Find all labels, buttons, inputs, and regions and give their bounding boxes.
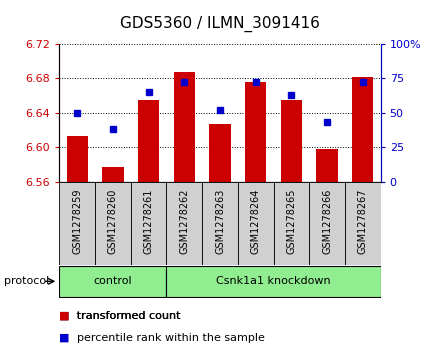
Text: Csnk1a1 knockdown: Csnk1a1 knockdown	[216, 276, 331, 286]
Text: control: control	[94, 276, 132, 286]
Text: GSM1278267: GSM1278267	[358, 188, 368, 254]
Bar	[209, 124, 231, 182]
Bar	[345, 182, 381, 265]
Bar	[352, 77, 374, 182]
Text: ■: ■	[59, 333, 70, 343]
Bar	[238, 182, 274, 265]
Text: GSM1278260: GSM1278260	[108, 188, 118, 253]
Bar	[274, 182, 309, 265]
Bar	[59, 266, 166, 297]
Text: GSM1278266: GSM1278266	[322, 188, 332, 253]
Text: GDS5360 / ILMN_3091416: GDS5360 / ILMN_3091416	[120, 16, 320, 32]
Bar	[102, 167, 124, 182]
Bar	[95, 182, 131, 265]
Bar	[66, 136, 88, 182]
Bar	[316, 149, 338, 182]
Bar	[131, 182, 166, 265]
Bar	[138, 99, 159, 182]
Text: percentile rank within the sample: percentile rank within the sample	[70, 333, 265, 343]
Text: transformed count: transformed count	[70, 311, 181, 321]
Bar	[309, 182, 345, 265]
Text: GSM1278262: GSM1278262	[180, 188, 189, 254]
Bar	[166, 266, 381, 297]
Text: GSM1278264: GSM1278264	[251, 188, 260, 253]
Text: GSM1278261: GSM1278261	[143, 188, 154, 253]
Text: GSM1278259: GSM1278259	[72, 188, 82, 254]
Bar	[59, 182, 95, 265]
Text: GSM1278263: GSM1278263	[215, 188, 225, 253]
Bar	[245, 82, 266, 182]
Text: ■: ■	[59, 311, 70, 321]
Text: ■  transformed count: ■ transformed count	[59, 311, 181, 321]
Text: GSM1278265: GSM1278265	[286, 188, 297, 254]
Bar	[166, 182, 202, 265]
Text: protocol: protocol	[4, 276, 50, 286]
Bar	[174, 72, 195, 182]
Bar	[202, 182, 238, 265]
Bar	[281, 99, 302, 182]
